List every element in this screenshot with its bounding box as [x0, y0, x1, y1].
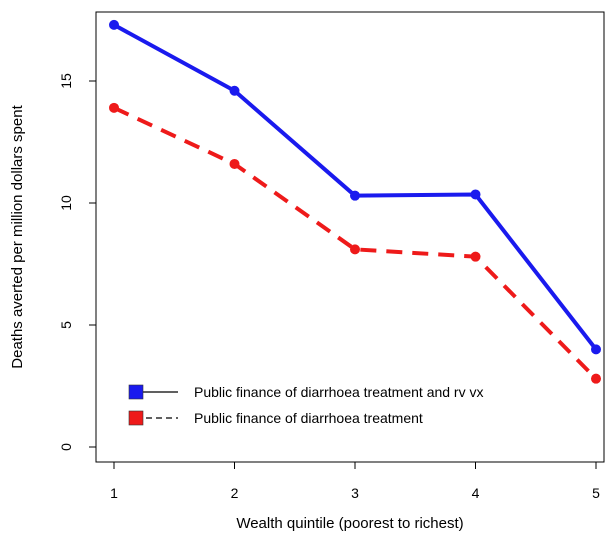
- y-tick-label: 0: [58, 443, 74, 451]
- series-layer: [109, 19, 601, 384]
- data-point: [591, 344, 601, 355]
- x-tick-label: 2: [231, 485, 239, 501]
- series-line: [113, 23, 598, 351]
- legend-item: Public finance of diarrhoea treatment: [128, 410, 423, 426]
- data-point: [470, 251, 481, 262]
- x-tick-label: 4: [472, 485, 480, 501]
- data-point: [470, 189, 481, 200]
- series-1: [109, 19, 601, 355]
- data-point: [109, 102, 119, 113]
- y-tick-label: 10: [58, 195, 74, 211]
- x-axis-title: Wealth quintile (poorest to richest): [236, 515, 463, 532]
- y-tick-label: 15: [58, 73, 74, 89]
- x-axis: 1 2 3 4 5: [110, 461, 600, 501]
- legend-swatch: [128, 384, 144, 400]
- data-point: [109, 19, 119, 30]
- data-point: [229, 158, 240, 169]
- data-point: [229, 85, 240, 96]
- x-tick-label: 5: [592, 485, 600, 501]
- data-point: [350, 190, 360, 201]
- series-line: [113, 106, 598, 381]
- legend: Public finance of diarrhoea treatment an…: [128, 384, 484, 426]
- legend-item: Public finance of diarrhoea treatment an…: [128, 384, 484, 400]
- x-tick-label: 1: [110, 485, 118, 501]
- y-tick-label: 5: [58, 321, 74, 329]
- data-point: [591, 373, 601, 384]
- legend-label: Public finance of diarrhoea treatment an…: [194, 384, 484, 400]
- y-axis: 0 5 10 15: [58, 73, 97, 451]
- x-tick-label: 3: [351, 485, 359, 501]
- series-2: [109, 102, 601, 384]
- y-axis-title: Deaths averted per million dollars spent: [9, 104, 26, 368]
- legend-label: Public finance of diarrhoea treatment: [194, 410, 423, 426]
- legend-swatch: [128, 410, 144, 426]
- data-point: [350, 244, 360, 255]
